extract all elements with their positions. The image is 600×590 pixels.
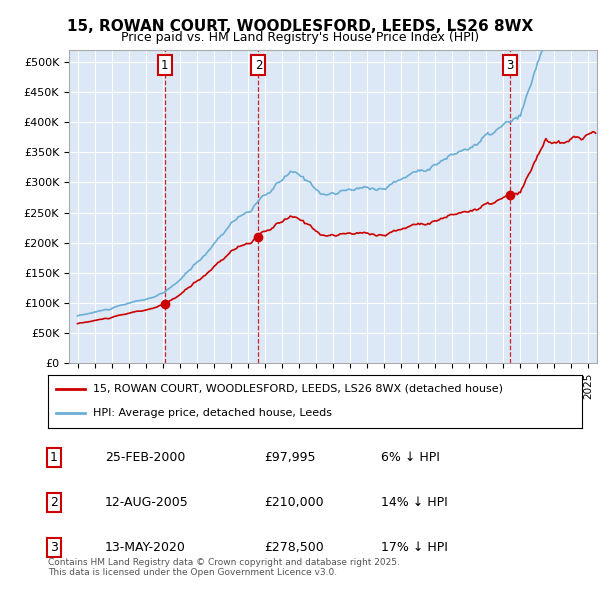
Text: 25-FEB-2000: 25-FEB-2000 xyxy=(105,451,185,464)
Text: £210,000: £210,000 xyxy=(264,496,323,509)
Text: 14% ↓ HPI: 14% ↓ HPI xyxy=(381,496,448,509)
Text: 3: 3 xyxy=(506,58,514,71)
Text: 15, ROWAN COURT, WOODLESFORD, LEEDS, LS26 8WX (detached house): 15, ROWAN COURT, WOODLESFORD, LEEDS, LS2… xyxy=(94,384,503,394)
Text: 2: 2 xyxy=(254,58,262,71)
Text: 17% ↓ HPI: 17% ↓ HPI xyxy=(381,541,448,554)
Text: HPI: Average price, detached house, Leeds: HPI: Average price, detached house, Leed… xyxy=(94,408,332,418)
Text: 12-AUG-2005: 12-AUG-2005 xyxy=(105,496,189,509)
Text: 15, ROWAN COURT, WOODLESFORD, LEEDS, LS26 8WX: 15, ROWAN COURT, WOODLESFORD, LEEDS, LS2… xyxy=(67,19,533,34)
Text: 13-MAY-2020: 13-MAY-2020 xyxy=(105,541,186,554)
Text: £278,500: £278,500 xyxy=(264,541,324,554)
Text: 1: 1 xyxy=(50,451,58,464)
Text: 2: 2 xyxy=(50,496,58,509)
Text: 3: 3 xyxy=(50,541,58,554)
Text: £97,995: £97,995 xyxy=(264,451,316,464)
Text: 6% ↓ HPI: 6% ↓ HPI xyxy=(381,451,440,464)
Text: 1: 1 xyxy=(161,58,169,71)
Text: Contains HM Land Registry data © Crown copyright and database right 2025.
This d: Contains HM Land Registry data © Crown c… xyxy=(48,558,400,577)
Text: Price paid vs. HM Land Registry's House Price Index (HPI): Price paid vs. HM Land Registry's House … xyxy=(121,31,479,44)
